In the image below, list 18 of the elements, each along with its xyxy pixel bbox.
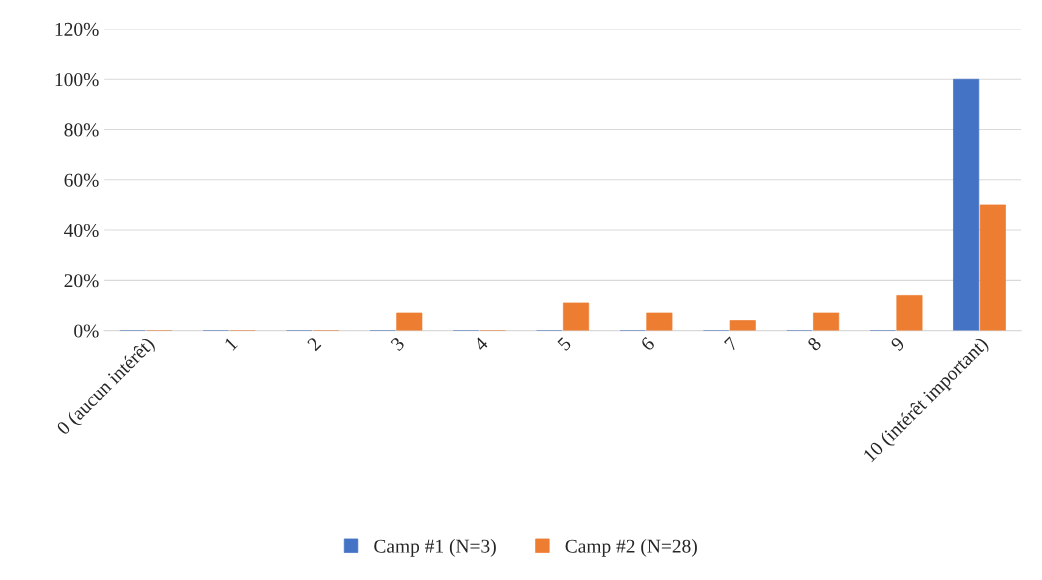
legend-label: Camp #2 (N=28) <box>565 539 697 557</box>
x-tick-label: 9 <box>890 336 906 352</box>
y-tick-label: 40% <box>64 223 99 238</box>
y-tick-label: 0% <box>74 324 99 338</box>
x-tick-label: 7 <box>723 336 739 351</box>
y-tick-label: 120% <box>55 22 99 36</box>
legend-label: Camp #1 (N=3) <box>374 539 496 557</box>
x-tick-label: 4 <box>473 336 489 352</box>
y-tick-label: 60% <box>64 173 99 187</box>
y-tick-label: 20% <box>64 274 99 288</box>
y-tick-label: 80% <box>64 123 99 137</box>
y-tick-label: 100% <box>55 73 99 87</box>
x-tick-label: 2 <box>306 336 322 352</box>
x-tick-label: 5 <box>557 336 572 352</box>
x-tick-label: 8 <box>806 336 822 352</box>
x-tick-label: 6 <box>640 336 656 352</box>
x-tick-label: 1 <box>224 336 238 351</box>
x-tick-label: 3 <box>390 336 406 352</box>
